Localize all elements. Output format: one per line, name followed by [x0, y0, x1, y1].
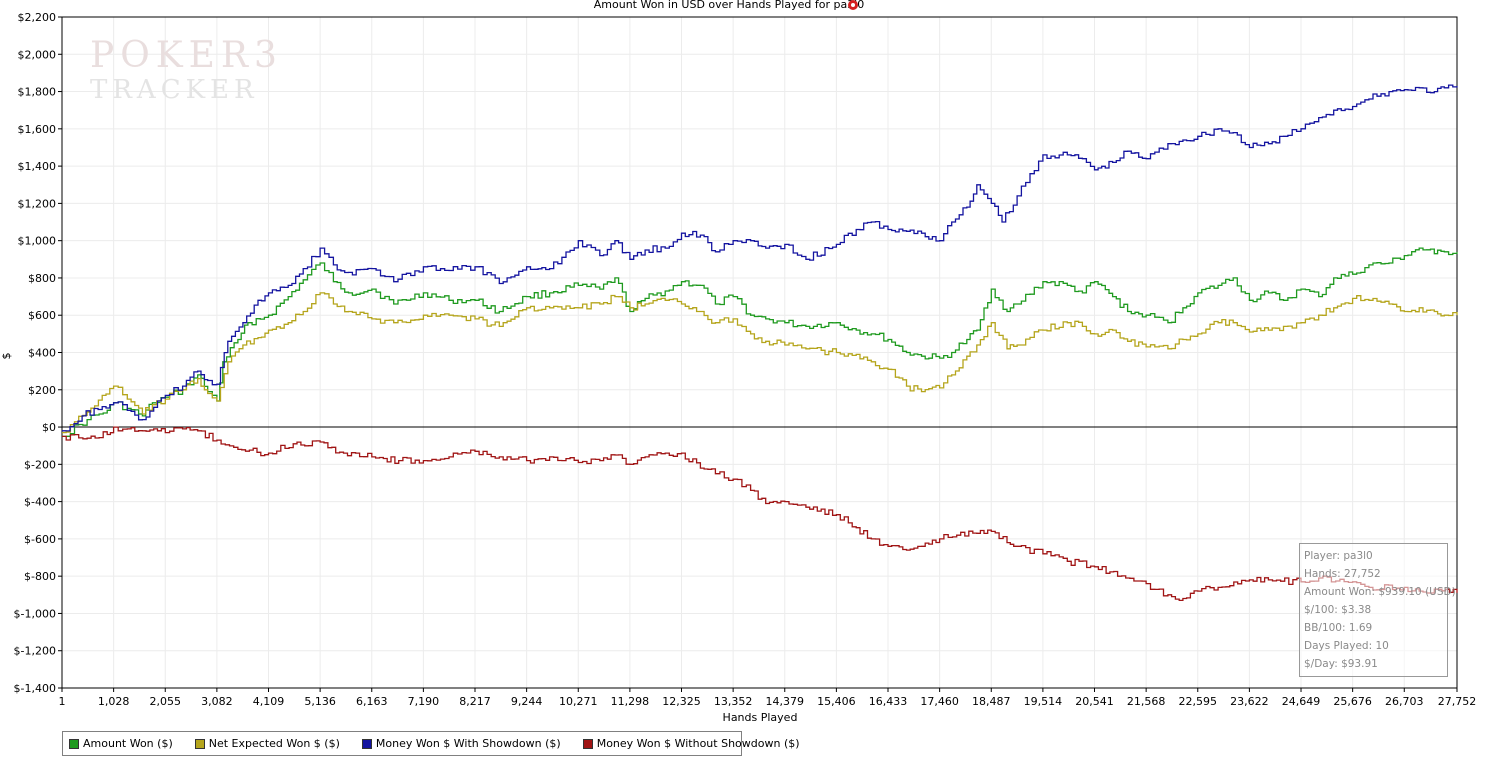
- x-tick-label: 6,163: [356, 695, 388, 708]
- stat-bb100: BB/100: 1.69: [1304, 622, 1373, 634]
- y-tick-label: $1,800: [18, 86, 57, 99]
- legend-swatch: [194, 738, 205, 749]
- y-tick-label: $2,200: [18, 11, 57, 24]
- y-tick-label: $-400: [24, 496, 56, 509]
- y-tick-label: $800: [28, 272, 56, 285]
- x-tick-label: 23,622: [1230, 695, 1269, 708]
- x-tick-label: 27,752: [1438, 695, 1477, 708]
- x-tick-label: 20,541: [1075, 695, 1114, 708]
- x-tick-label: 12,325: [662, 695, 701, 708]
- x-tick-label: 1,028: [98, 695, 130, 708]
- legend-item-with-showdown[interactable]: Money Won $ With Showdown ($): [361, 737, 561, 750]
- y-tick-label: $-1,400: [14, 682, 56, 695]
- legend-swatch: [582, 738, 593, 749]
- y-tick-label: $-1,000: [14, 607, 56, 620]
- x-tick-label: 1: [59, 695, 66, 708]
- legend-item-amount-won[interactable]: Amount Won ($): [69, 737, 173, 750]
- y-tick-label: $0: [42, 421, 56, 434]
- chart-legend: Amount Won ($) Net Expected Won $ ($) Mo…: [62, 731, 800, 756]
- y-tick-label: $600: [28, 309, 56, 322]
- chart-title: Amount Won in USD over Hands Played for …: [594, 0, 864, 11]
- x-tick-label: 5,136: [304, 695, 336, 708]
- y-tick-label: $-600: [24, 533, 56, 546]
- series-line: [62, 292, 1458, 434]
- x-tick-label: 25,676: [1333, 695, 1372, 708]
- x-tick-label: 17,460: [920, 695, 959, 708]
- stat-per-day: $/Day: $93.91: [1304, 658, 1378, 670]
- x-axis-label: Hands Played: [723, 711, 798, 724]
- x-tick-label: 26,703: [1385, 695, 1424, 708]
- y-tick-label: $1,200: [18, 197, 57, 210]
- series-line: [62, 247, 1458, 438]
- player-stats-box: Player: pa3l0 Hands: 27,752 Amount Won: …: [1299, 543, 1456, 677]
- x-tick-label: 11,298: [611, 695, 650, 708]
- series-layer: [62, 84, 1458, 602]
- legend-label: Money Won $ With Showdown ($): [375, 737, 561, 750]
- y-tick-label: $400: [28, 347, 56, 360]
- legend-label: Money Won $ Without Showdown ($): [596, 737, 800, 750]
- x-tick-label: 15,406: [817, 695, 856, 708]
- y-tick-label: $1,600: [18, 123, 57, 136]
- x-tick-label: 8,217: [459, 695, 491, 708]
- y-tick-label: $200: [28, 384, 56, 397]
- stat-days-played: Days Played: 10: [1304, 640, 1389, 652]
- x-tick-label: 22,595: [1179, 695, 1218, 708]
- y-axis-label: $: [0, 353, 13, 360]
- legend-label: Amount Won ($): [83, 737, 173, 750]
- series-line: [62, 84, 1458, 432]
- x-tick-label: 3,082: [201, 695, 233, 708]
- y-tick-label: $-1,200: [14, 645, 56, 658]
- x-tick-label: 13,352: [714, 695, 753, 708]
- x-tick-label: 24,649: [1282, 695, 1321, 708]
- x-axis-ticks: 1 1,028 2,055 3,082 4,109 5,136 6,163 7,190 8,21…: [59, 688, 1477, 708]
- stat-player: Player: pa3l0: [1304, 550, 1373, 562]
- series-line: [62, 426, 1458, 602]
- x-tick-label: 7,190: [408, 695, 440, 708]
- y-tick-label: $-200: [24, 458, 56, 471]
- x-tick-label: 18,487: [972, 695, 1011, 708]
- x-tick-label: 19,514: [1024, 695, 1063, 708]
- x-tick-label: 10,271: [559, 695, 598, 708]
- stat-hands: Hands: 27,752: [1304, 568, 1381, 580]
- poker-chip-icon: [848, 0, 858, 10]
- x-tick-label: 2,055: [150, 695, 182, 708]
- legend-swatch: [69, 738, 79, 749]
- x-tick-label: 21,568: [1127, 695, 1166, 708]
- legend-label: Net Expected Won $ ($): [208, 737, 340, 750]
- y-axis-ticks: $2,200 $2,000 $1,800 $1,600 $1,400 $1,200 $1,0…: [14, 11, 62, 695]
- y-tick-label: $2,000: [18, 48, 57, 61]
- legend-item-without-showdown[interactable]: Money Won $ Without Showdown ($): [582, 737, 800, 750]
- x-tick-label: 16,433: [869, 695, 908, 708]
- x-tick-label: 4,109: [253, 695, 285, 708]
- stat-per100: $/100: $3.38: [1304, 604, 1372, 616]
- y-tick-label: $-800: [24, 570, 56, 583]
- stat-amount-won: Amount Won: $939.10 (USD): [1304, 586, 1456, 598]
- legend-swatch: [361, 738, 372, 749]
- x-tick-label: 14,379: [766, 695, 805, 708]
- legend-item-net-expected[interactable]: Net Expected Won $ ($): [194, 737, 340, 750]
- y-tick-label: $1,000: [18, 235, 57, 248]
- x-tick-label: 9,244: [511, 695, 543, 708]
- y-tick-label: $1,400: [18, 160, 57, 173]
- grid: [62, 16, 1457, 689]
